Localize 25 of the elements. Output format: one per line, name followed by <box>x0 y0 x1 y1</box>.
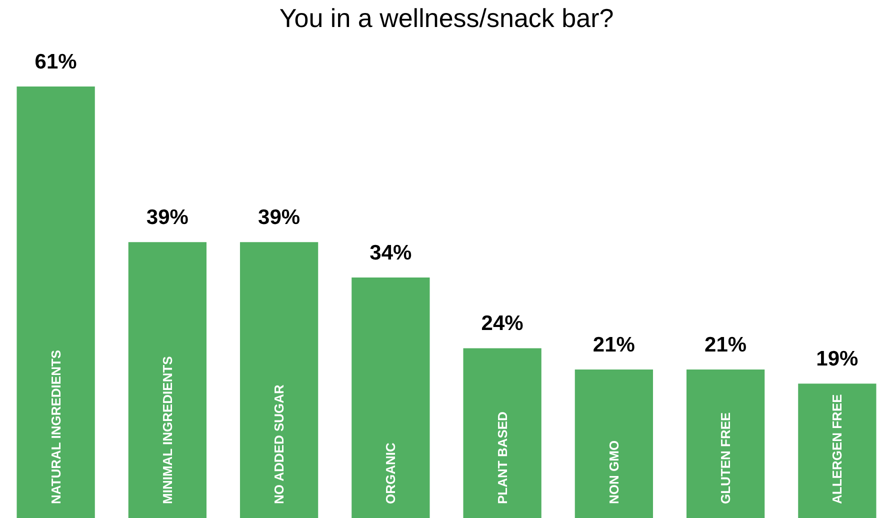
data-label: 21% <box>704 333 747 356</box>
data-label: 19% <box>816 348 859 371</box>
bar <box>463 348 542 518</box>
x-tick-label: ALLERGEN FREE <box>830 394 845 504</box>
data-label: 24% <box>481 312 524 336</box>
data-label: 39% <box>146 206 189 230</box>
bar <box>686 369 765 518</box>
bar <box>352 278 430 518</box>
x-tick-label: GLUTEN FREE <box>718 412 734 504</box>
x-tick-label: NO ADDED SUGAR <box>272 384 287 504</box>
x-tick-label: MINIMAL INGREDIENTS <box>160 356 175 504</box>
x-tick-label: ORGANIC <box>383 442 398 504</box>
bar <box>128 242 207 518</box>
bar <box>574 369 654 518</box>
data-label: 39% <box>258 206 300 230</box>
data-label: 21% <box>592 333 636 356</box>
bar <box>16 86 95 518</box>
bar <box>798 384 876 518</box>
x-tick-label: NATURAL INGREDIENTS <box>48 350 64 504</box>
chart-title: You in a wellness/snack bar? <box>279 3 614 33</box>
data-label: 61% <box>34 50 78 74</box>
bar <box>240 242 318 518</box>
x-tick-label: NON GMO <box>606 440 622 504</box>
data-label: 34% <box>370 242 412 264</box>
x-tick-label: PLANT BASED <box>494 412 510 504</box>
